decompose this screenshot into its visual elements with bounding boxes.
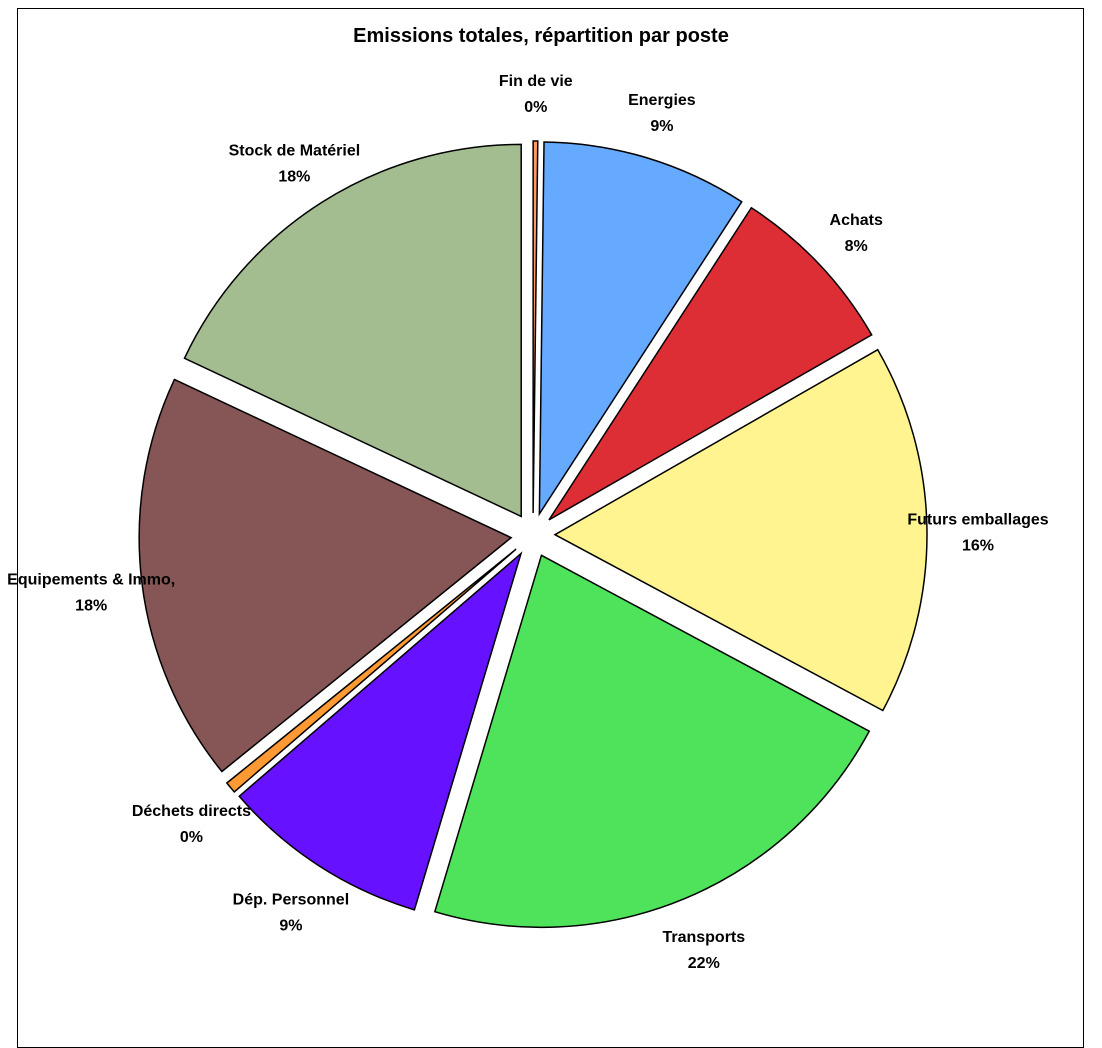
slice-label-transports: Transports 22% — [662, 929, 745, 972]
slice-name-achats: Achats — [830, 212, 883, 229]
slice-percent-dechets-directs: 0% — [180, 829, 203, 846]
pie-labels: Fin de vie 0% Energies 9% Achats 8% Futurs emb… — [7, 73, 1049, 972]
slice-percent-energies: 9% — [650, 118, 673, 135]
slice-transports — [433, 554, 871, 929]
slice-label-fin-de-vie: Fin de vie 0% — [499, 73, 573, 116]
slice-stock-de-materiel — [183, 143, 522, 518]
slice-percent-transports: 22% — [688, 955, 720, 972]
slice-name-stock-de-materiel: Stock de Matériel — [229, 142, 361, 159]
slice-name-futurs-emballages: Futurs emballages — [907, 512, 1048, 529]
slice-dep-personnel — [238, 551, 523, 911]
slice-percent-equipements-immo: 18% — [75, 597, 107, 614]
slice-label-dep-personnel: Dép. Personnel 9% — [233, 891, 349, 934]
slice-name-dechets-directs: Déchets directs — [132, 803, 251, 820]
slice-name-equipements-immo: Equipements & Immo, — [7, 571, 175, 588]
slice-name-energies: Energies — [628, 92, 696, 109]
slice-name-dep-personnel: Dép. Personnel — [233, 891, 349, 908]
slice-dechets-directs — [225, 548, 517, 793]
slice-label-achats: Achats 8% — [830, 212, 883, 255]
slice-name-fin-de-vie: Fin de vie — [499, 73, 573, 90]
slice-fin-de-vie — [532, 140, 539, 514]
slice-energies — [538, 141, 743, 517]
slice-futurs-emballages — [553, 348, 928, 712]
slice-percent-futurs-emballages: 16% — [962, 538, 994, 555]
slice-percent-dep-personnel: 9% — [279, 917, 302, 934]
slice-name-transports: Transports — [662, 929, 745, 946]
slice-achats — [548, 206, 873, 521]
pie-chart: Emissions totales, répartition par poste… — [7, 25, 1049, 972]
slice-percent-stock-de-materiel: 18% — [278, 168, 310, 185]
chart-title: Emissions totales, répartition par poste — [353, 25, 729, 47]
slice-percent-achats: 8% — [845, 238, 868, 255]
slice-equipements-immo — [138, 378, 513, 773]
slice-label-energies: Energies 9% — [628, 92, 696, 135]
slice-label-dechets-directs: Déchets directs 0% — [132, 803, 251, 846]
slice-label-equipements-immo: Equipements & Immo, 18% — [7, 571, 175, 614]
slice-label-stock-de-materiel: Stock de Matériel 18% — [229, 142, 361, 185]
pie-slices — [138, 140, 928, 929]
slice-label-futurs-emballages: Futurs emballages 16% — [907, 512, 1048, 555]
slice-percent-fin-de-vie: 0% — [524, 99, 547, 116]
